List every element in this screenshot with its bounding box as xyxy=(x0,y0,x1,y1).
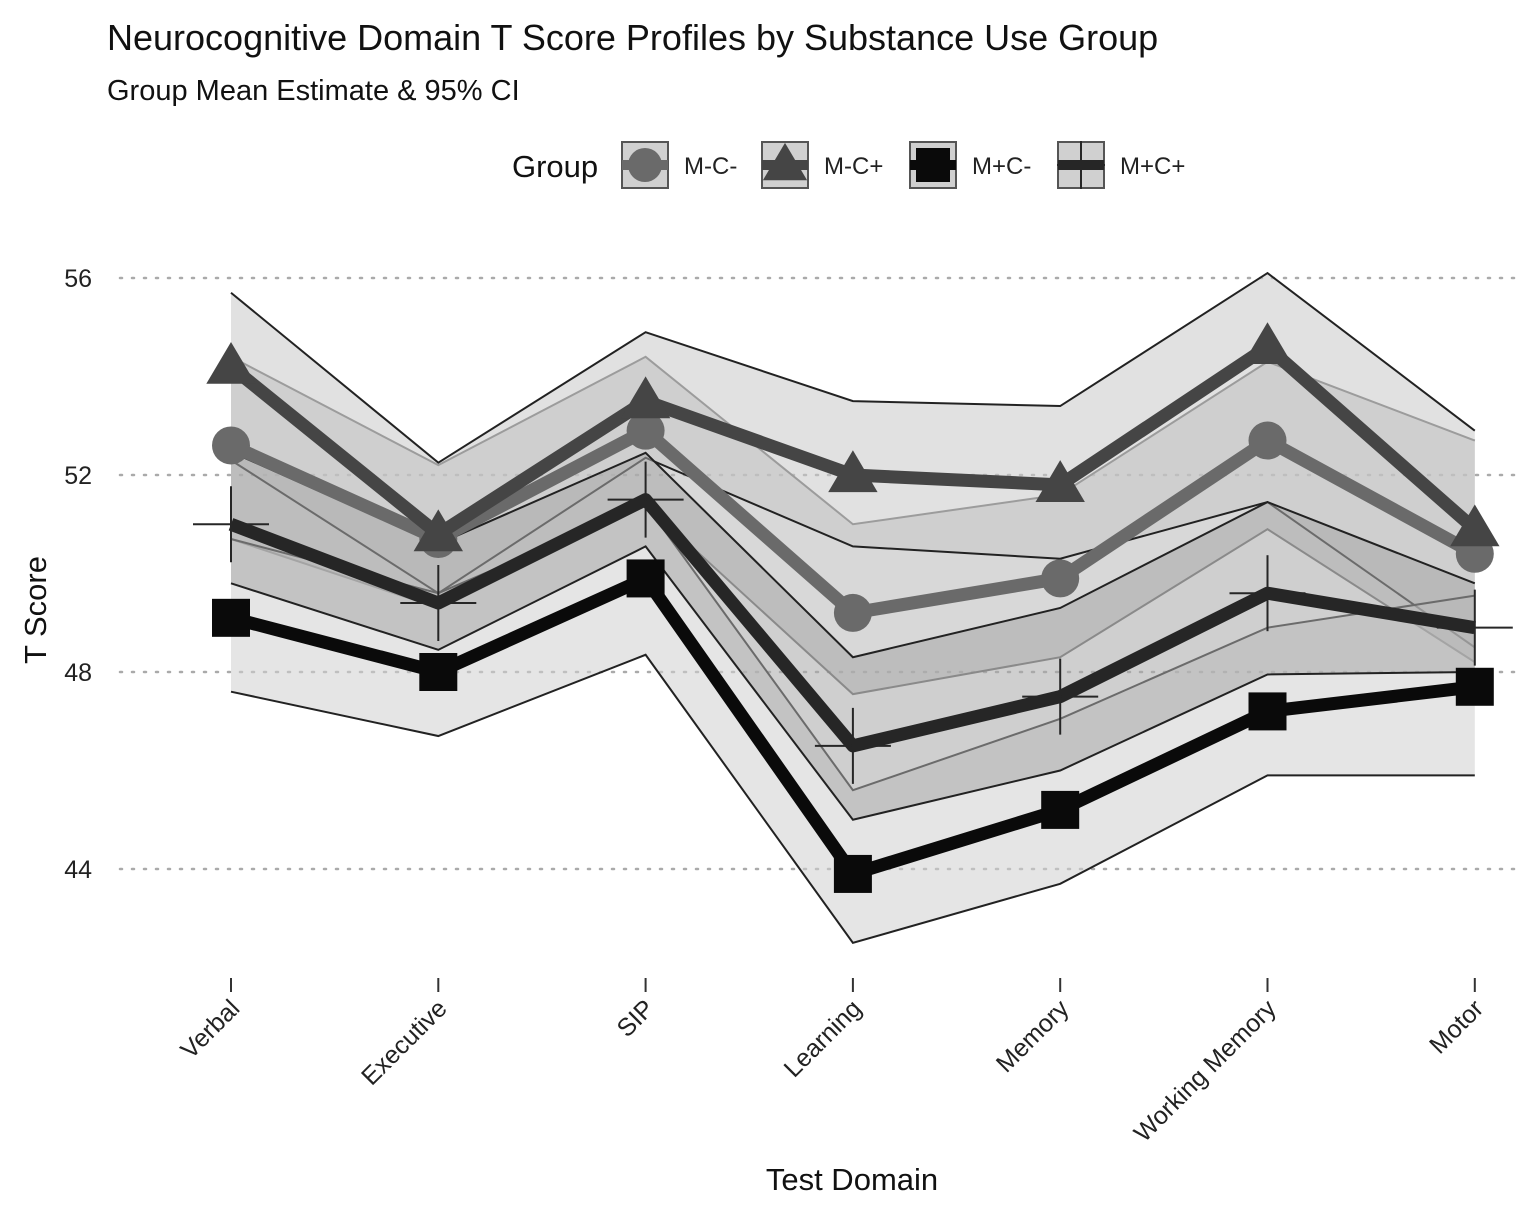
data-point xyxy=(1242,322,1293,365)
x-axis: Verbal Executive SIP Learning Memory Working … xyxy=(175,978,1489,1148)
y-tick-label: 44 xyxy=(64,856,92,884)
data-point xyxy=(419,653,458,691)
data-point xyxy=(1041,790,1080,829)
x-tick-label: Learning xyxy=(779,994,868,1083)
series-lines xyxy=(193,322,1513,893)
x-tick-label: Working Memory xyxy=(1129,994,1282,1147)
x-tick-label: Memory xyxy=(991,994,1075,1078)
legend-marker xyxy=(628,148,662,182)
data-point xyxy=(1455,667,1494,706)
legend-label: M+C+ xyxy=(1120,153,1185,180)
data-point xyxy=(828,450,878,493)
data-point xyxy=(620,376,671,419)
legend-label: M-C- xyxy=(684,153,737,180)
data-point xyxy=(626,411,665,450)
y-tick-label: 56 xyxy=(64,265,92,293)
x-axis-label: Test Domain xyxy=(766,1162,938,1197)
ci-upper-line xyxy=(230,271,1476,464)
y-axis-label: T Score xyxy=(18,556,53,664)
ci-band xyxy=(231,451,1475,820)
x-tick-label: SIP xyxy=(612,994,660,1042)
chart-title: Neurocognitive Domain T Score Profiles b… xyxy=(107,17,1158,58)
data-point xyxy=(212,598,250,637)
ci-band xyxy=(231,504,1475,943)
data-point xyxy=(833,593,872,632)
legend: Group M-C- M-C+ M+C- M+C+ xyxy=(512,141,1185,189)
data-point xyxy=(1248,421,1287,460)
y-tick-label: 52 xyxy=(64,462,92,490)
data-point xyxy=(1450,504,1500,547)
data-point xyxy=(413,509,463,552)
legend-marker xyxy=(916,148,950,182)
data-point xyxy=(212,426,250,465)
y-tick-label: 48 xyxy=(64,659,92,687)
legend-label: M+C- xyxy=(972,153,1031,180)
legend-label: M-C+ xyxy=(824,153,883,180)
x-tick-label: Motor xyxy=(1424,994,1489,1059)
data-point xyxy=(1248,692,1287,731)
y-axis: 44 48 52 56 xyxy=(64,265,92,884)
data-point xyxy=(1035,460,1085,502)
data-point xyxy=(206,341,256,384)
chart-subtitle: Group Mean Estimate & 95% CI xyxy=(107,75,520,107)
legend-title: Group xyxy=(512,149,598,184)
data-point xyxy=(1041,559,1080,598)
ci-lower-line xyxy=(230,545,1475,821)
data-point xyxy=(626,559,665,598)
x-tick-label: Verbal xyxy=(175,994,245,1064)
data-point xyxy=(833,854,872,893)
ci-lower-line xyxy=(230,653,1475,945)
legend-marker xyxy=(762,142,808,181)
x-tick-label: Executive xyxy=(356,994,452,1090)
